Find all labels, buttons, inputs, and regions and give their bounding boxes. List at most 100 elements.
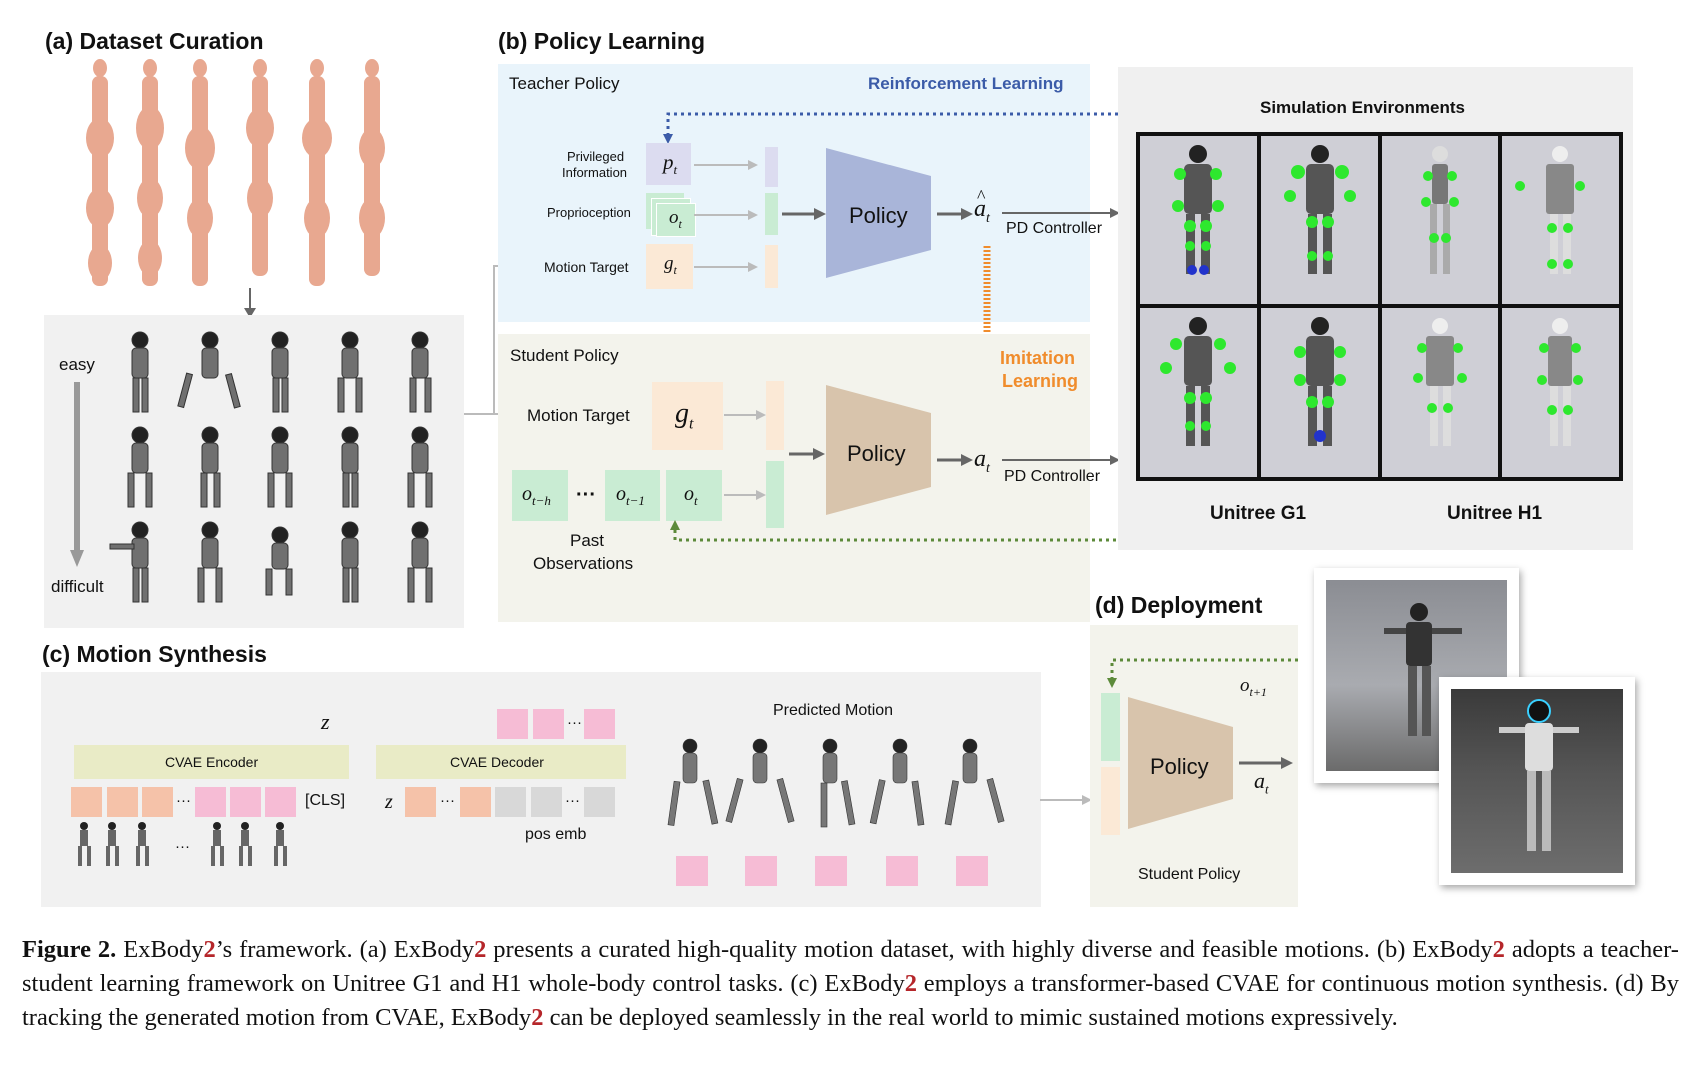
panel-b-title: (b) Policy Learning: [498, 28, 706, 54]
panel-a-title: (a) Dataset Curation: [45, 28, 264, 54]
enc-motion-dots: ···: [175, 838, 190, 855]
p-t-symbol: pt: [663, 150, 678, 178]
dec-token-1: [405, 787, 436, 817]
cls-label: [CLS]: [305, 792, 346, 809]
enc-token-6: [265, 787, 296, 817]
enc-dots: ···: [176, 792, 191, 809]
cvae-encoder-label: CVAE Encoder: [165, 754, 259, 770]
photo-2-robot: [1499, 699, 1579, 851]
sim-title: Simulation Environments: [1260, 98, 1465, 117]
caption-two-3: 2: [1492, 936, 1505, 963]
caption-text-1: ExBody: [116, 936, 204, 963]
privileged-label-2: Information: [562, 165, 628, 180]
c-to-d-arrow: [1040, 795, 1092, 805]
privileged-box: [646, 143, 691, 185]
dec-dots-2: ···: [565, 792, 580, 809]
g-t-box-student: [652, 382, 723, 450]
a-hat-caret: ^: [977, 186, 986, 206]
dec-query-3: [584, 709, 615, 739]
dec-query-dots: ···: [567, 714, 582, 731]
imitation-label-2: Learning: [1002, 371, 1079, 391]
difficult-label: difficult: [51, 577, 104, 596]
deploy-policy-trapezoid: [1128, 697, 1233, 829]
deploy-policy-label: Policy: [1150, 754, 1209, 779]
panel-c-title: (c) Motion Synthesis: [42, 641, 267, 667]
student-pd-controller: PD Controller: [1004, 468, 1101, 485]
o-t-h-symbol: ot−h: [522, 483, 551, 508]
privileged-label-1: Privileged: [567, 149, 625, 164]
teacher-input-arrows: [694, 160, 758, 272]
z-top: z: [321, 709, 330, 734]
o-t-h-box: [512, 470, 568, 521]
rl-label: Reinforcement Learning: [868, 74, 1064, 93]
a-t-symbol: at: [974, 446, 990, 476]
student-input-arrows: [724, 410, 766, 500]
motion-target-label: Motion Target: [527, 406, 630, 425]
predicted-motion-label: Predicted Motion: [773, 702, 894, 719]
g1-label: Unitree G1: [1210, 503, 1307, 524]
student-to-policy-arrow: [789, 448, 825, 460]
pred-token-5: [956, 856, 988, 886]
dec-query-2: [533, 709, 564, 739]
deploy-student-label: Student Policy: [1138, 866, 1241, 883]
z-dec: z: [385, 791, 393, 813]
caption-text-5: employs a transformer-based CVAE for con…: [22, 970, 1679, 1031]
g-t-symbol-teacher: gt: [664, 253, 677, 277]
robot-motion-grid: [109, 331, 433, 603]
obs-dots: ···: [576, 484, 596, 506]
motion-target-small-label: Motion Target: [544, 259, 629, 275]
pred-token-3: [815, 856, 847, 886]
student-title: Student Policy: [510, 346, 619, 365]
pos-emb-label: pos emb: [525, 826, 587, 843]
a-t-deploy-symbol: at: [1254, 768, 1269, 797]
caption-two-5: 2: [531, 1004, 544, 1031]
curation-panel: [44, 315, 464, 628]
caption-lead: Figure 2.: [22, 936, 117, 963]
caption-text-6: can be deployed seamlessly in the real w…: [543, 1004, 1398, 1031]
student-pd-arrow: [1002, 455, 1120, 465]
o-t-symbol: ot: [669, 207, 682, 231]
obs-feedback-arrow: [670, 520, 1123, 542]
o-t-1-box: [605, 470, 660, 521]
pred-token-2: [745, 856, 777, 886]
teacher-feat-purple: [765, 147, 778, 187]
dec-pos-3: [584, 787, 615, 817]
student-policy-label: Policy: [847, 441, 906, 466]
cvae-decoder-box: [376, 745, 626, 779]
student-policy-out-arrow: [937, 454, 973, 466]
student-panel: [498, 334, 1090, 622]
deploy-feedback-arrow: [1107, 658, 1298, 688]
proprio-box-front: [656, 203, 696, 237]
dec-token-2: [460, 787, 491, 817]
teacher-panel: [498, 64, 1090, 322]
easy-label: easy: [59, 355, 95, 374]
teacher-policy-out-arrow: [937, 208, 973, 220]
caption-text-4: adopts a teacher-student learning framew…: [22, 936, 1679, 997]
teacher-policy-label: Policy: [849, 203, 908, 228]
dec-dots-1: ···: [440, 792, 455, 809]
o-t-symbol-student: ot: [684, 483, 698, 508]
enc-token-2: [107, 787, 138, 817]
photo-1-robot: [1384, 603, 1462, 736]
teacher-feat-peach: [765, 245, 778, 288]
caption-two-4: 2: [904, 970, 917, 997]
enc-token-4: [195, 787, 226, 817]
dec-pos-2: [531, 787, 562, 817]
h1-label: Unitree H1: [1447, 503, 1543, 524]
teacher-feat-green: [765, 193, 778, 235]
pred-token-4: [886, 856, 918, 886]
caption-two-1: 2: [203, 936, 216, 963]
imitation-label-1: Imitation: [1000, 348, 1075, 368]
teacher-title: Teacher Policy: [509, 74, 620, 93]
predicted-motion-robots: [667, 738, 1005, 828]
o-t-plus-1-symbol: ot+1: [1240, 675, 1267, 699]
student-feat-green: [766, 461, 784, 528]
down-arrow-a: [244, 288, 256, 318]
figure-caption: Figure 2. ExBody2’s framework. (a) ExBod…: [22, 933, 1679, 1035]
past-obs-label-1: Past: [570, 531, 605, 550]
teacher-pd-arrow: [1002, 208, 1120, 218]
proprioception-label: Proprioception: [547, 205, 631, 220]
a-hat-t-symbol: at: [974, 196, 990, 226]
enc-token-5: [230, 787, 261, 817]
enc-token-1: [71, 787, 102, 817]
